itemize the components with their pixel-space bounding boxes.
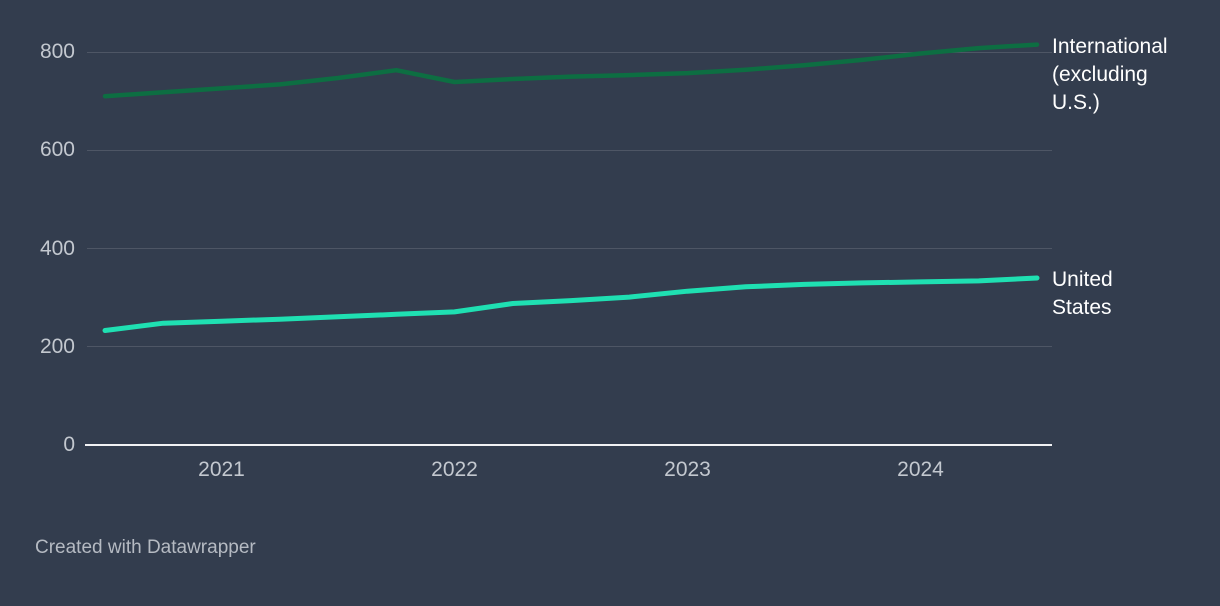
line-international (102, 42, 1040, 99)
y-tick-label-400: 400 (39, 236, 75, 260)
y-tick-label-0: 0 (63, 433, 75, 456)
gridline-y800 (87, 51, 1052, 53)
x-axis-line (85, 444, 1052, 446)
gridline-y200 (87, 346, 1052, 348)
y-tick-label-200: 200 (39, 334, 75, 358)
x-tick-label-2024: 2024 (897, 458, 944, 481)
series-label-united-states: United States (1052, 268, 1113, 319)
x-tick-label-2023: 2023 (664, 458, 711, 481)
y-tick-label-800: 800 (39, 40, 75, 63)
datawrapper-attribution-link[interactable]: Created with Datawrapper (35, 537, 256, 558)
y-tick-label-600: 600 (39, 138, 75, 162)
line-united-states (102, 275, 1040, 333)
gridline-y600 (87, 149, 1052, 151)
x-tick-label-2022: 2022 (431, 458, 478, 481)
series-label-international: International (excluding U.S.) (1052, 35, 1168, 114)
x-tick-label-2021: 2021 (198, 458, 245, 481)
gridline-y400 (87, 248, 1052, 249)
